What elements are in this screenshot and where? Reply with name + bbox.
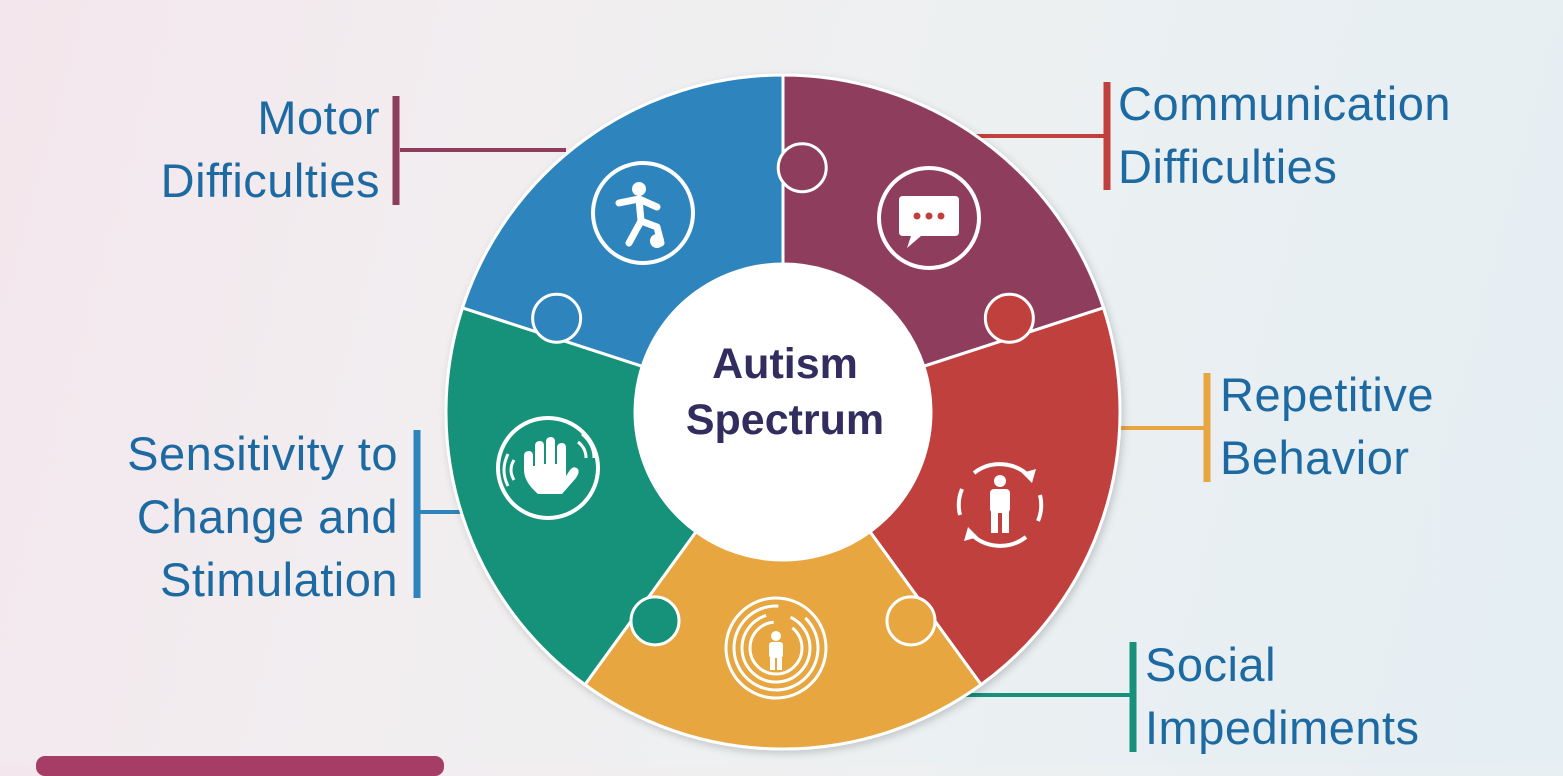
label-repetitive: Repetitive Behavior [1220,363,1434,489]
connector-motor [392,96,566,205]
center-title-line1: Autism [712,340,858,388]
label-sensitivity-line3: Stimulation [160,553,398,606]
chat-bubble-icon [877,166,981,270]
puzzle-knob [983,292,1035,344]
label-sensitivity-line1: Sensitivity to [127,427,398,480]
bottom-tab [36,756,444,776]
label-social-line1: Social [1145,638,1277,691]
soccer-player-icon [591,161,695,265]
puzzle-knob [531,292,583,344]
puzzle-knob [629,595,681,647]
waving-hand-icon [496,416,600,520]
puzzle-knob [776,142,828,194]
connector-communication [975,82,1111,190]
label-sensitivity: Sensitivity to Change and Stimulation [30,422,398,611]
label-social-line2: Impediments [1145,701,1420,754]
label-motor-line2: Difficulties [160,154,380,207]
person-maze-icon [724,596,828,700]
connector-social [940,642,1137,752]
label-repetitive-line1: Repetitive [1220,368,1434,421]
label-communication-line1: Communication [1118,77,1452,130]
label-motor: Motor Difficulties [70,86,380,212]
label-communication: Communication Difficulties [1118,72,1451,198]
label-repetitive-line2: Behavior [1220,431,1410,484]
puzzle-knob [885,595,937,647]
label-communication-line2: Difficulties [1118,140,1338,193]
connector-repetitive [1110,373,1211,482]
center-title: Autism Spectrum [640,336,930,448]
label-sensitivity-line2: Change and [136,490,398,543]
label-social: Social Impediments [1145,633,1420,759]
label-motor-line1: Motor [257,91,380,144]
center-circle [635,264,931,560]
person-cycle-icon [956,462,1044,548]
center-title-line2: Spectrum [685,396,885,444]
